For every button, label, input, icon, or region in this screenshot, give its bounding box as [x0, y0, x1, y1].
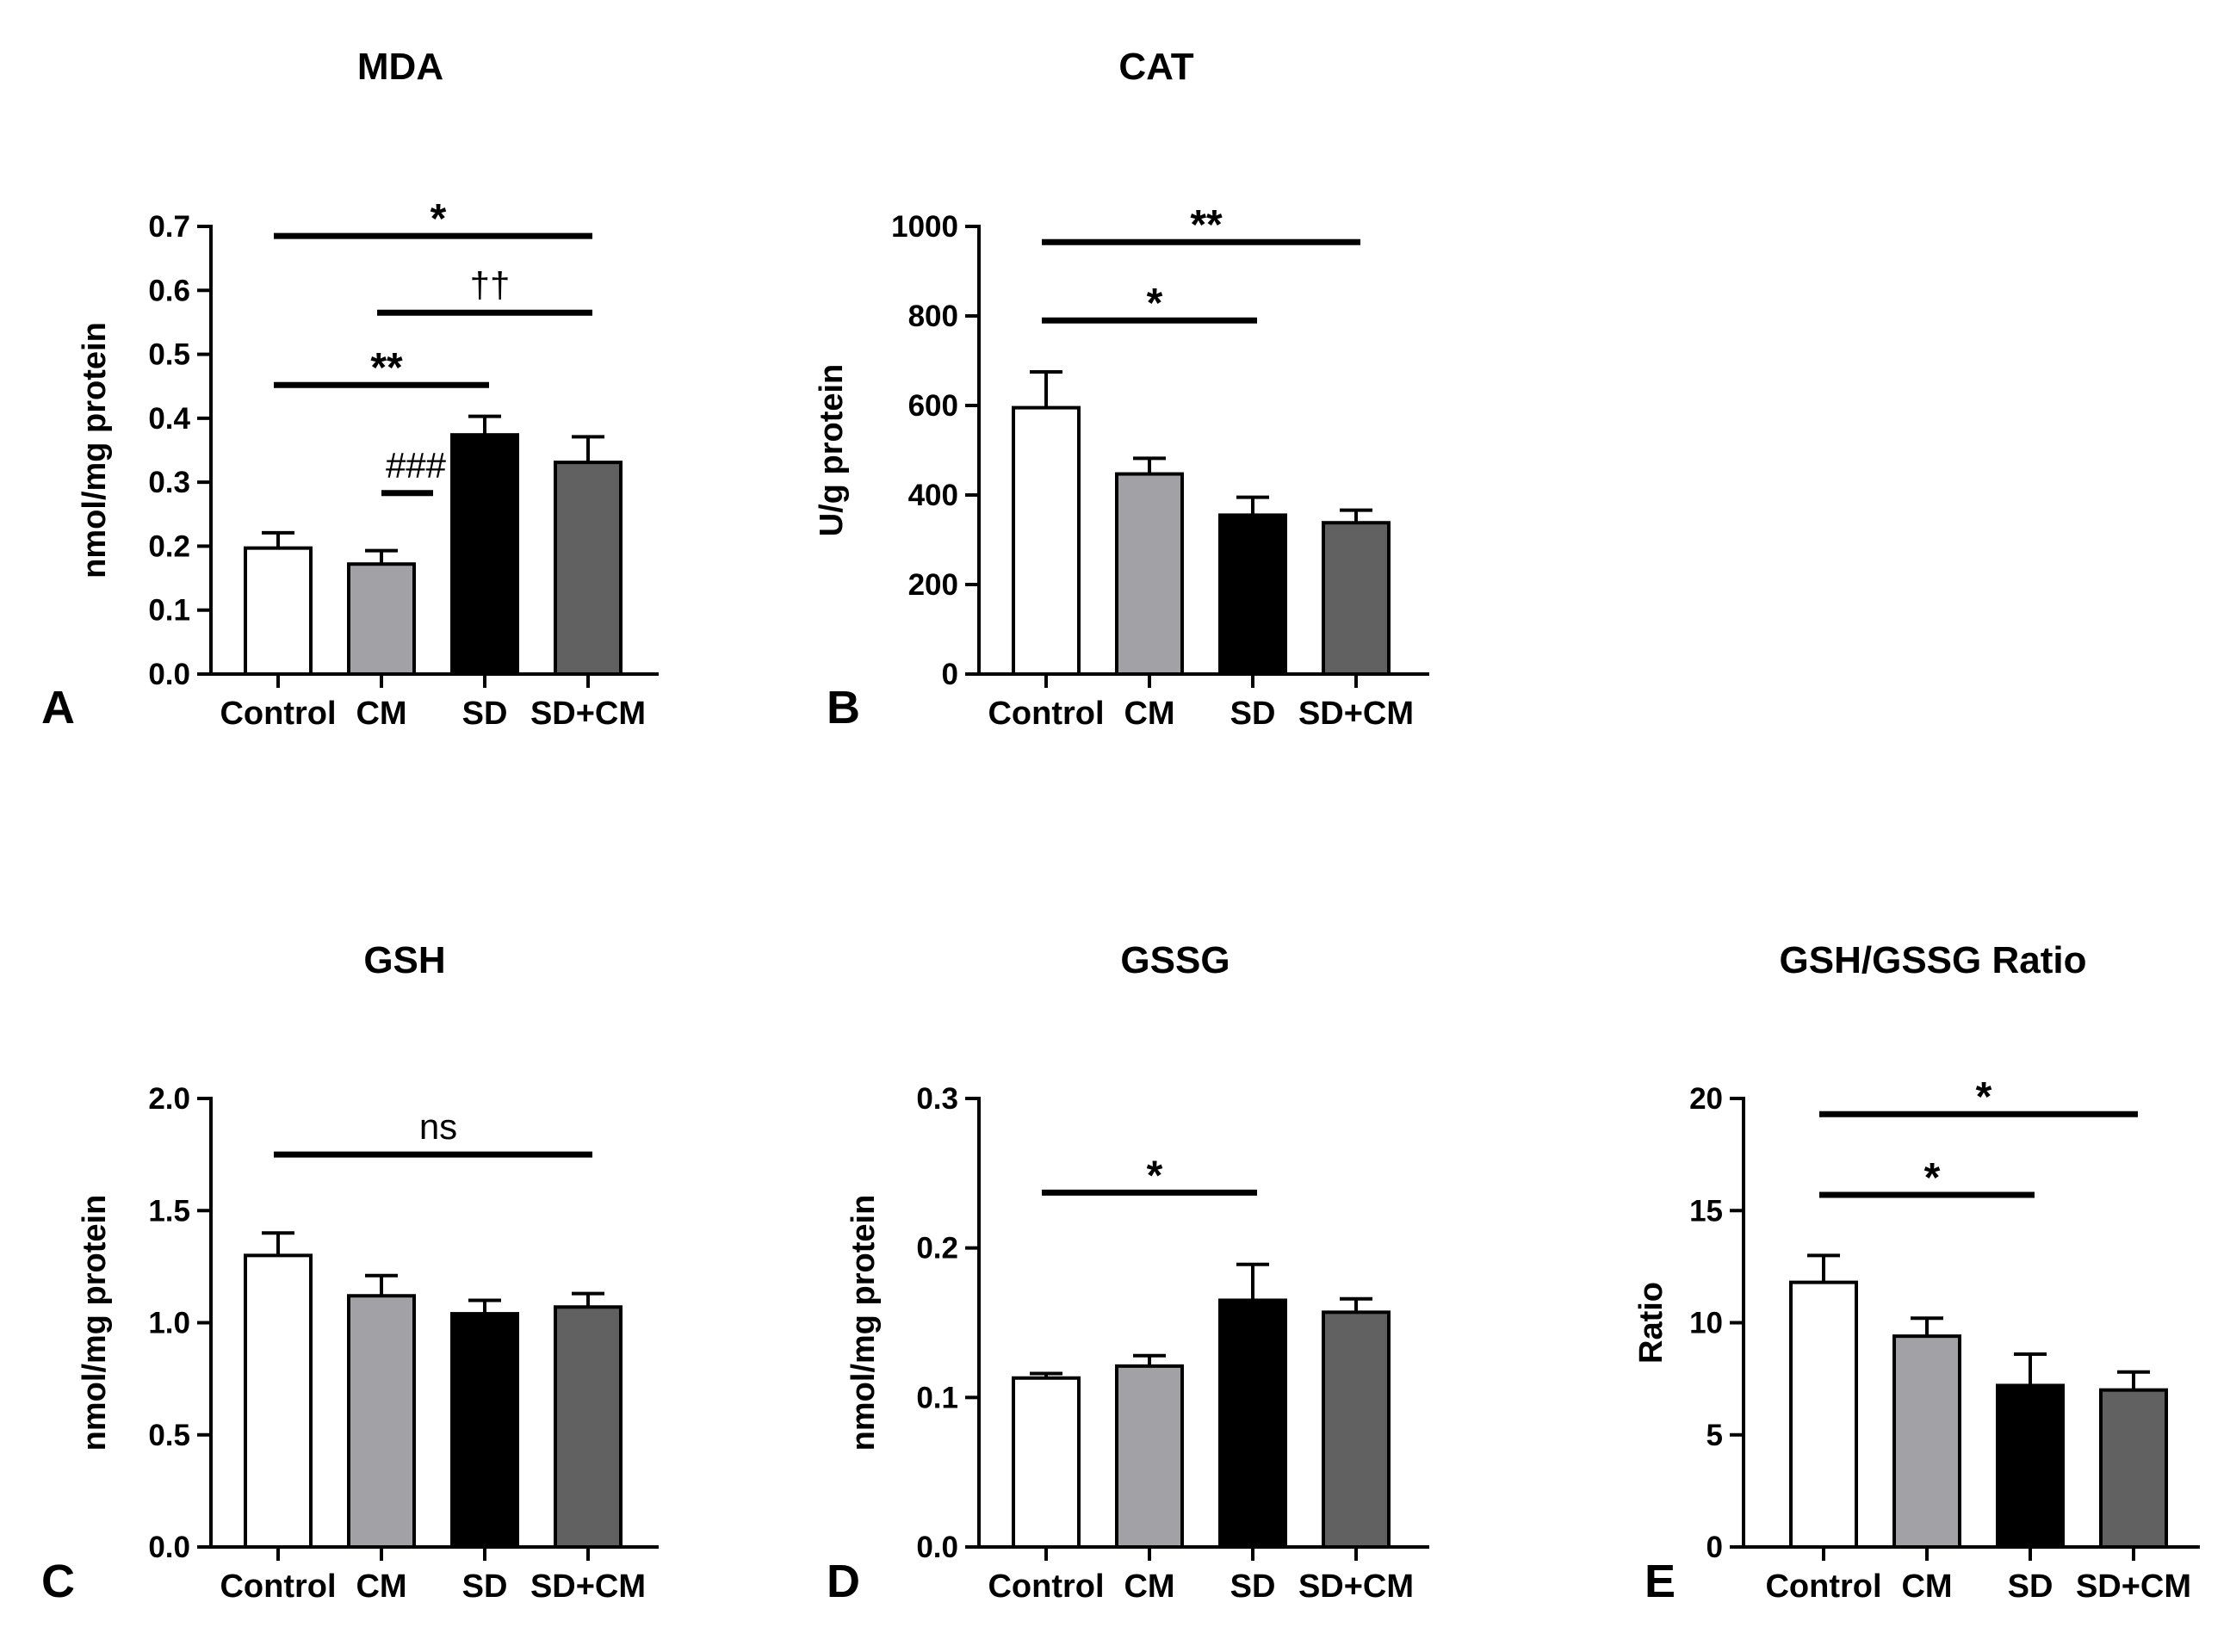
y-tick-label: 0.3 [148, 466, 190, 499]
bar-control [1789, 1280, 1858, 1549]
y-tick-label: 0.6 [148, 274, 190, 307]
y-tick-label: 0 [942, 658, 958, 691]
x-tick-label: SD+CM [1298, 696, 1414, 732]
chart-panel-e: GSH/GSSG Ratio E Ratio 0 5 10 15 20 Control CM SD S… [1633, 939, 2200, 1607]
y-tick-label: 0.1 [148, 594, 190, 628]
y-tick-label: 5 [1707, 1419, 1723, 1452]
x-tick-label: SD [2008, 1568, 2053, 1605]
y-tick-label: 2.0 [148, 1082, 190, 1116]
x-tick-label: Control [988, 696, 1104, 732]
x-tick-label: SD [462, 696, 508, 732]
y-tick-label: 0.4 [148, 402, 190, 436]
bar-sd-plus-cm [554, 461, 623, 676]
x-tick-label: SD [462, 1568, 508, 1605]
x-tick-label: SD+CM [1298, 1568, 1414, 1605]
bar-sd [450, 1312, 519, 1549]
bar-cm [1115, 472, 1184, 676]
x-tick-label: Control [220, 1568, 336, 1605]
x-tick-label: CM [356, 696, 406, 732]
y-tick-label: 20 [1689, 1082, 1723, 1116]
x-tick-label: Control [220, 696, 336, 732]
bar-sd-plus-cm [2099, 1388, 2168, 1550]
y-tick-label: 1.5 [148, 1194, 190, 1228]
chart-panel-b: CAT B U/g protein 0 200 400 600 800 1000 Control C… [814, 46, 1429, 733]
panel-letter: D [827, 1556, 860, 1607]
panel-letter: A [41, 682, 75, 733]
x-tick-label: CM [356, 1568, 406, 1605]
y-tick-label: 0.0 [148, 658, 190, 691]
x-tick-label: CM [1124, 696, 1174, 732]
x-tick-label: Control [1765, 1568, 1881, 1605]
y-tick-label: 0 [1707, 1531, 1723, 1564]
y-tick-label: 0.5 [148, 1419, 190, 1452]
y-tick-label: 0.2 [916, 1232, 958, 1265]
panel-letter: E [1645, 1556, 1676, 1607]
chart-title: CAT [1118, 46, 1193, 88]
y-tick-label: 15 [1689, 1194, 1723, 1228]
chart-title: MDA [357, 46, 443, 88]
y-axis-label: nmol/mg protein [77, 1195, 113, 1451]
x-tick-label: SD+CM [530, 1568, 646, 1605]
bar-sd [1218, 513, 1287, 677]
y-tick-label: 1000 [891, 210, 958, 244]
bar-control [1012, 405, 1081, 676]
significance-label: * [1976, 1074, 1992, 1120]
y-tick-label: 0.3 [916, 1082, 958, 1116]
significance-label: * [1924, 1155, 1941, 1201]
bar-control [244, 1253, 313, 1549]
y-tick-label: 0.7 [148, 210, 190, 244]
bar-sd-plus-cm [1322, 1310, 1391, 1550]
y-tick-label: 0.1 [916, 1381, 958, 1414]
x-tick-label: CM [1901, 1568, 1952, 1605]
x-tick-label: CM [1124, 1568, 1174, 1605]
x-tick-label: Control [988, 1568, 1104, 1605]
y-axis-label: U/g protein [814, 364, 850, 537]
y-tick-label: 0.5 [148, 338, 190, 372]
chart-title: GSSG [1120, 939, 1230, 981]
significance-label: ** [1190, 202, 1223, 248]
chart-title: GSH/GSSG Ratio [1780, 939, 2087, 981]
bar-cm [347, 562, 416, 677]
bar-control [244, 546, 313, 677]
y-tick-label: 400 [908, 479, 958, 512]
significance-label: ns [419, 1106, 457, 1147]
x-tick-label: SD+CM [2076, 1568, 2191, 1605]
y-axis-label: Ratio [1633, 1282, 1669, 1364]
x-tick-label: SD+CM [530, 696, 646, 732]
y-tick-label: 0.0 [148, 1531, 190, 1564]
significance-label: * [1147, 1153, 1163, 1198]
panel-letter: B [827, 682, 860, 733]
bar-cm [347, 1294, 416, 1549]
chart-title: GSH [363, 939, 445, 981]
significance-label: ** [370, 345, 403, 391]
significance-label: †† [470, 264, 511, 305]
y-tick-label: 600 [908, 389, 958, 423]
y-tick-label: 10 [1689, 1307, 1723, 1340]
bar-sd [1996, 1383, 2065, 1549]
y-tick-label: 200 [908, 568, 958, 602]
significance-label: ### [386, 445, 447, 486]
bar-sd-plus-cm [1322, 521, 1391, 676]
y-tick-label: 800 [908, 300, 958, 333]
y-tick-label: 1.0 [148, 1307, 190, 1340]
bar-sd [1218, 1298, 1287, 1549]
panel-letter: C [41, 1556, 75, 1607]
bar-cm [1115, 1364, 1184, 1549]
y-tick-label: 0.2 [148, 529, 190, 563]
x-tick-label: SD [1230, 696, 1276, 732]
x-tick-label: SD [1230, 1568, 1276, 1605]
significance-label: * [431, 196, 447, 242]
bar-cm [1892, 1334, 1961, 1549]
bar-control [1012, 1376, 1081, 1550]
y-axis-label: nmol/mg protein [846, 1195, 882, 1451]
bar-sd [450, 433, 519, 676]
significance-label: * [1147, 281, 1163, 326]
y-axis-label: nmol/mg protein [77, 322, 113, 579]
y-tick-label: 0.0 [916, 1531, 958, 1564]
bar-sd-plus-cm [554, 1305, 623, 1549]
